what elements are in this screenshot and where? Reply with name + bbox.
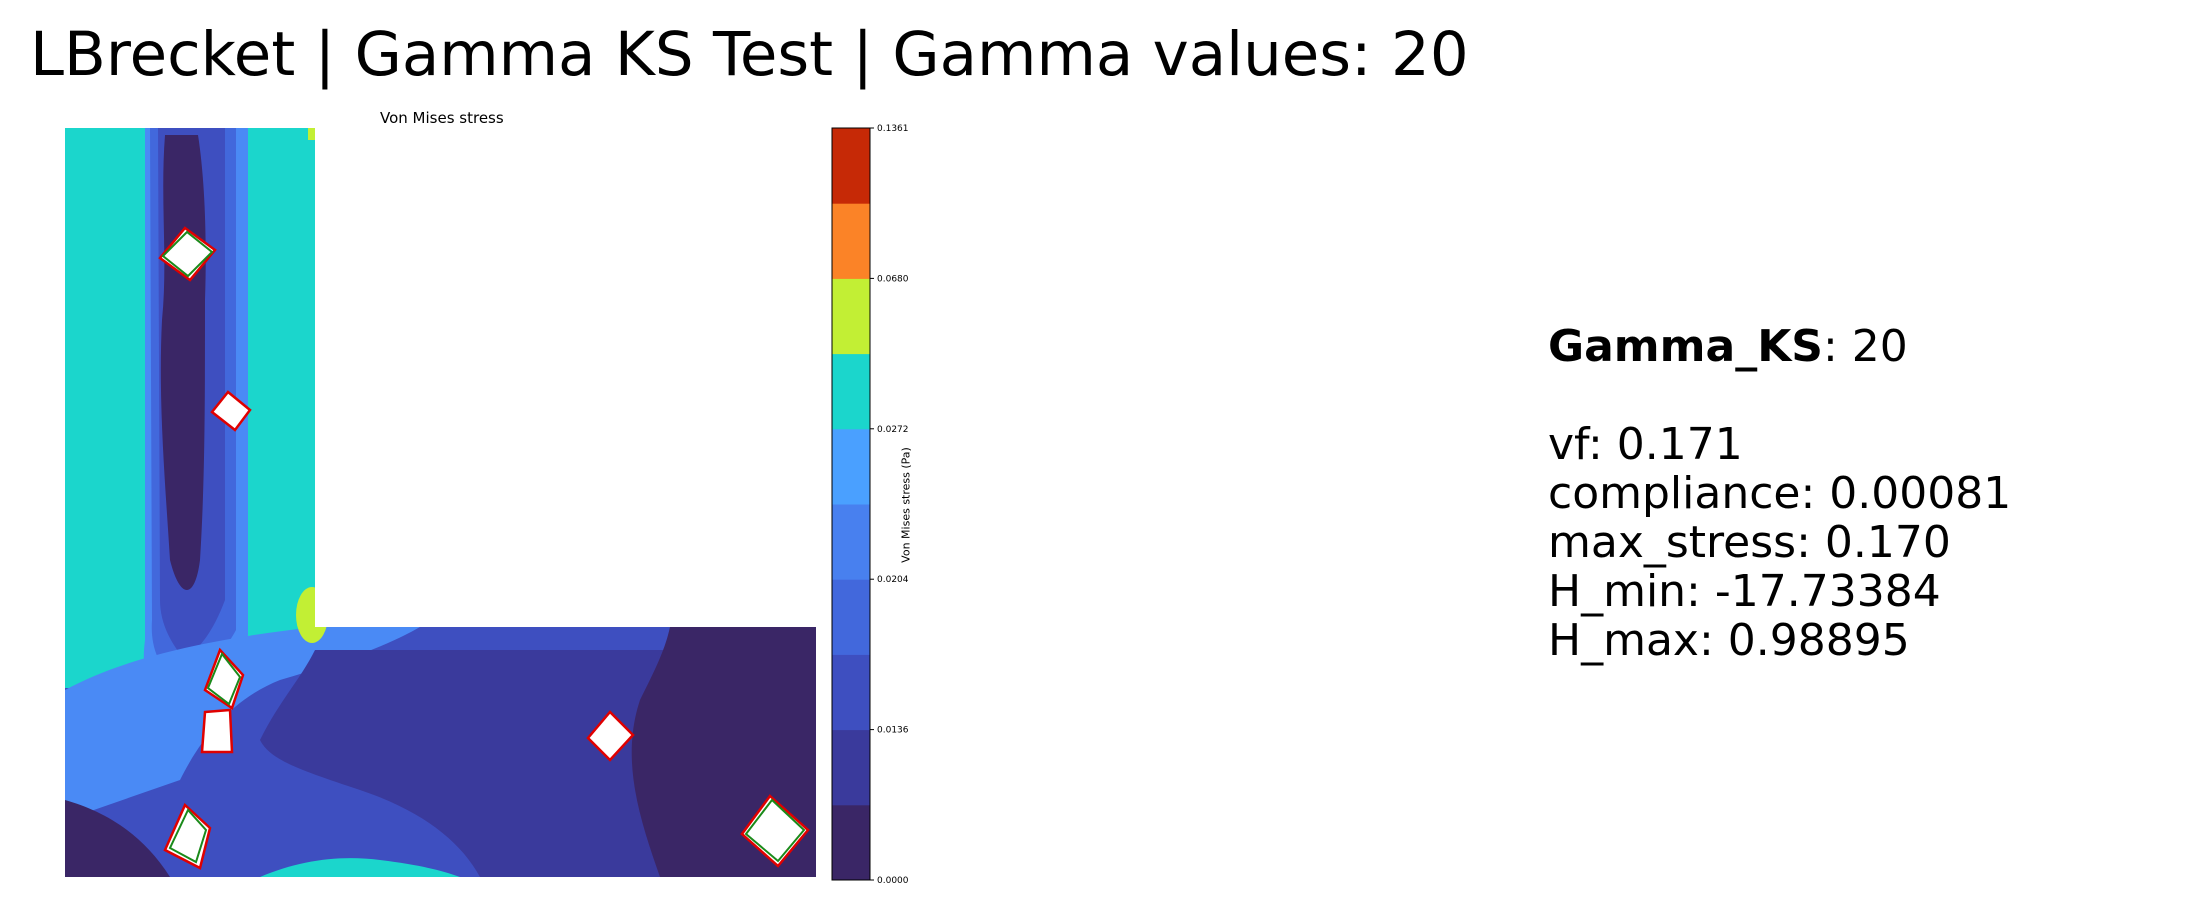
- metric-h-max: H_max: 0.98895: [1548, 615, 1910, 666]
- contour-lower-light: [65, 627, 420, 820]
- colorbar-segment: [832, 504, 870, 580]
- figure-title: LBrecket | Gamma KS Test | Gamma values:…: [30, 19, 1469, 90]
- contour-dark-core: [160, 135, 206, 590]
- metric-vf: vf: 0.171: [1548, 419, 1743, 470]
- metric-compliance: compliance: 0.00081: [1548, 468, 2012, 519]
- contour-yellow-top: [308, 128, 316, 140]
- plot-title: Von Mises stress: [380, 109, 504, 127]
- colorbar-segment: [832, 804, 870, 881]
- colorbar-frame: [831, 127, 871, 881]
- hole-outline-green: [206, 652, 242, 706]
- colorbar: 0.0000 0.0136 0.0204 0.0272 0.0680 0.1361: [831, 124, 909, 886]
- hole: [586, 710, 635, 762]
- colorbar-tick-label: 0.1361: [877, 124, 909, 134]
- gamma-value: : 20: [1822, 321, 1908, 372]
- info-panel: Gamma_KS: 20 vf: 0.171 compliance: 0.000…: [1548, 322, 2011, 665]
- metric-h-min: H_min: -17.73384: [1548, 566, 1941, 617]
- hole: [210, 390, 252, 432]
- colorbar-segment: [832, 579, 870, 655]
- contour-cyan-right: [248, 128, 315, 648]
- hole-outline-green: [744, 798, 806, 863]
- colorbar-segment: [832, 203, 870, 279]
- colorbar-segment: [832, 278, 870, 355]
- holes: [158, 226, 810, 870]
- gamma-key: Gamma_KS: [1548, 321, 1823, 372]
- hole-outline-green: [168, 808, 208, 864]
- colorbar-tick-label: 0.0680: [877, 274, 909, 284]
- colorbar-segment: [832, 353, 870, 430]
- colorbar-segment: [832, 654, 870, 731]
- hole: [158, 226, 217, 282]
- hole: [200, 708, 234, 754]
- colorbar-tick-label: 0.0204: [877, 575, 909, 585]
- contour-cyan-left: [65, 128, 145, 688]
- contour-lower-cyan: [260, 858, 460, 877]
- empty-quadrant: [315, 128, 816, 627]
- gamma-line: Gamma_KS: 20: [1548, 322, 2011, 371]
- colorbar-tick-label: 0.0136: [877, 726, 909, 736]
- hole: [740, 794, 810, 868]
- contour-lower-left-dark: [65, 800, 170, 877]
- colorbar-label: Von Mises stress (Pa): [899, 447, 913, 563]
- metric-max-stress: max_stress: 0.170: [1548, 517, 1951, 568]
- hole-outline-green: [161, 230, 214, 278]
- colorbar-tick-label: 0.0000: [877, 876, 909, 886]
- colorbar-segment: [832, 128, 870, 204]
- colorbar-segment: [832, 428, 870, 505]
- colorbar-segment: [832, 729, 870, 806]
- colorbar-tick-label: 0.0272: [877, 425, 909, 435]
